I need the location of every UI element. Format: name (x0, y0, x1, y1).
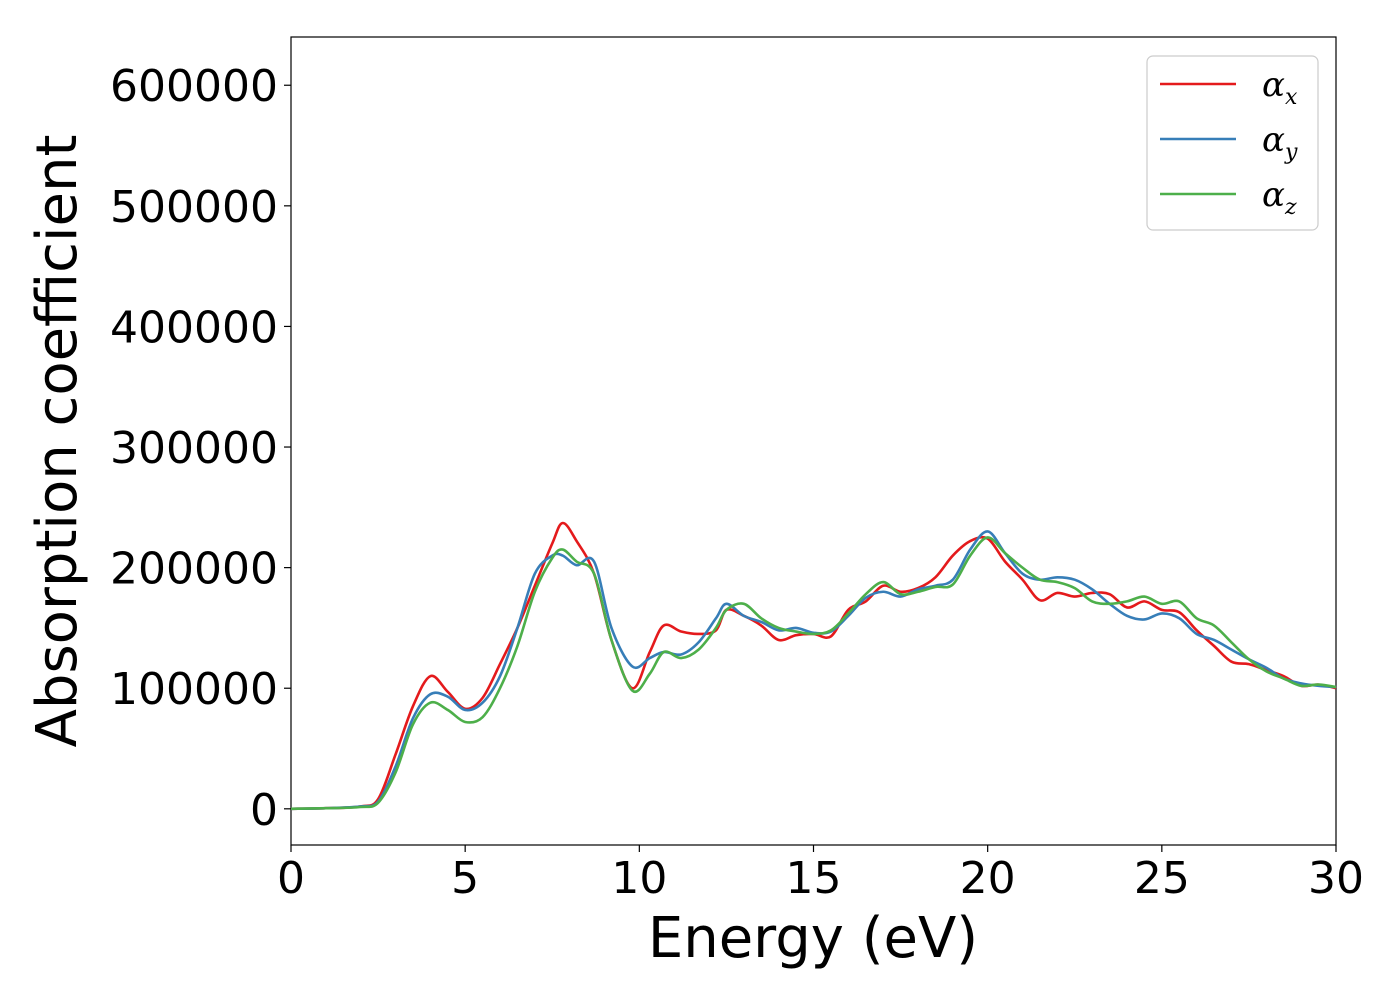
legend-subscript: y (1284, 140, 1298, 165)
series-line-z (290, 536, 1337, 811)
y-tick-label: 500000 (110, 182, 278, 233)
x-tick-label: 15 (786, 853, 842, 904)
legend-subscript: z (1284, 195, 1297, 220)
y-axis-ticks: 0 100000 200000 300000 400000 500000 600000 (110, 61, 291, 836)
x-tick-label: 30 (1308, 853, 1364, 904)
series-lines (290, 521, 1337, 811)
legend-symbol: α (1262, 175, 1285, 215)
legend-box (1146, 55, 1319, 231)
legend-label-z: αz (1262, 175, 1297, 220)
x-tick-label: 10 (611, 853, 667, 904)
y-tick-label: 300000 (110, 423, 278, 474)
legend-label-y: αy (1262, 120, 1298, 165)
x-axis-ticks: 0 5 10 15 20 25 30 (277, 845, 1364, 904)
y-tick-label: 200000 (110, 544, 278, 595)
legend-symbol: α (1262, 65, 1285, 105)
x-tick-label: 0 (277, 853, 305, 904)
legend-label-x: αx (1262, 65, 1298, 110)
x-tick-label: 5 (451, 853, 479, 904)
series-line-x (290, 521, 1337, 811)
x-tick-label: 20 (960, 853, 1016, 904)
x-tick-label: 25 (1134, 853, 1190, 904)
legend-subscript: x (1285, 85, 1298, 110)
y-tick-label: 0 (250, 785, 278, 836)
x-axis-title: Energy (eV) (648, 906, 978, 971)
legend-symbol: α (1262, 120, 1285, 160)
y-tick-label: 400000 (110, 302, 278, 353)
series-line-y (290, 530, 1337, 811)
y-axis-title: Absorption coefficient (25, 135, 90, 748)
y-tick-label: 600000 (110, 61, 278, 112)
y-tick-label: 100000 (110, 664, 278, 715)
